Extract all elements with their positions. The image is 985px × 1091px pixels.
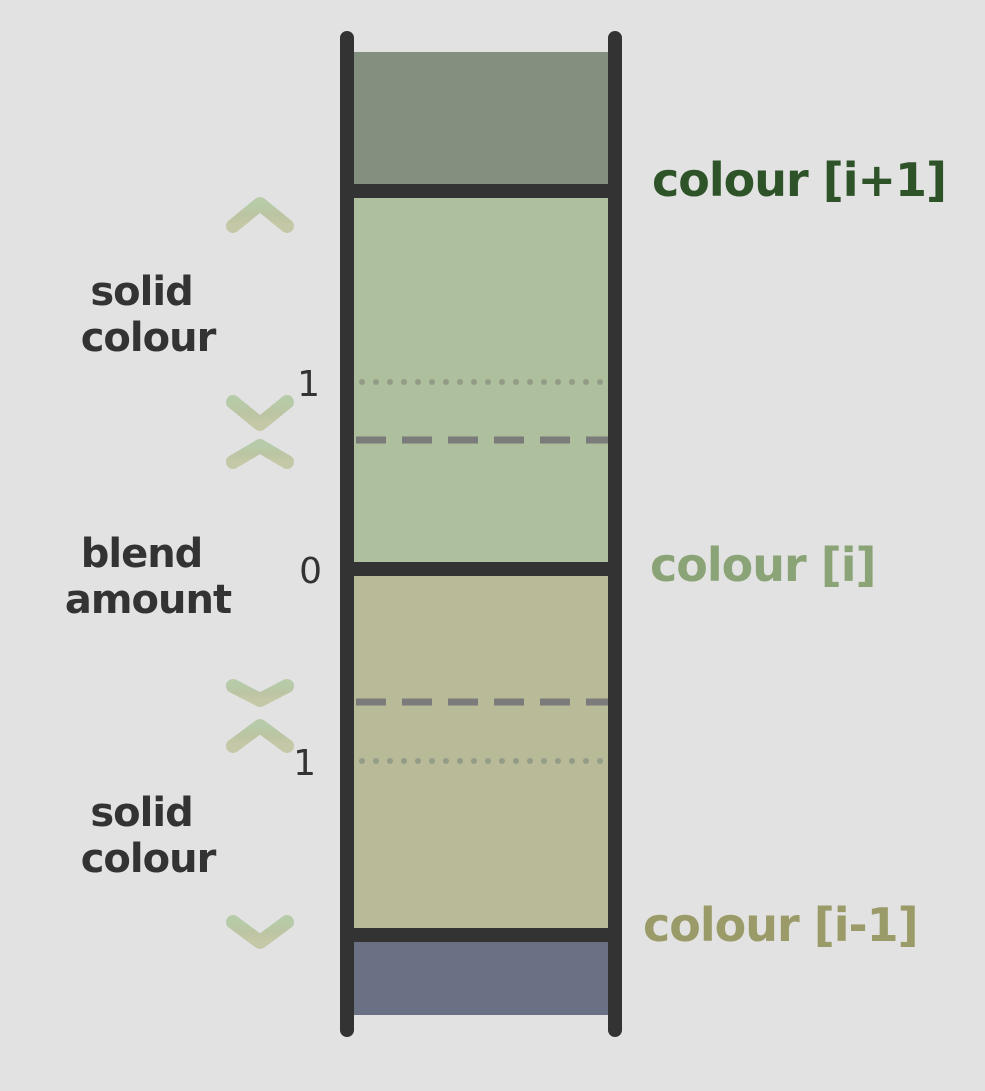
colour-current-label: colour [i]	[650, 538, 876, 592]
band-colour-current	[349, 191, 613, 569]
tick-bottom-one: 1	[293, 743, 316, 784]
tick-zero: 0	[299, 551, 322, 592]
blend-amount-label: blend amount	[65, 531, 232, 623]
arrow-blend-amount	[226, 439, 294, 707]
band-colour-prev	[349, 569, 613, 935]
colour-prev-label: colour [i-1]	[643, 898, 918, 952]
top-solid-label: solid colour	[81, 269, 217, 361]
band-colour-next	[349, 52, 613, 191]
colour-next-label: colour [i+1]	[652, 153, 946, 207]
arrow-bottom-solid	[226, 719, 294, 949]
tick-top-one: 1	[297, 364, 320, 405]
arrow-top-solid	[226, 197, 294, 431]
bottom-solid-label: solid colour	[81, 790, 217, 882]
band-colour-below	[349, 935, 613, 1015]
